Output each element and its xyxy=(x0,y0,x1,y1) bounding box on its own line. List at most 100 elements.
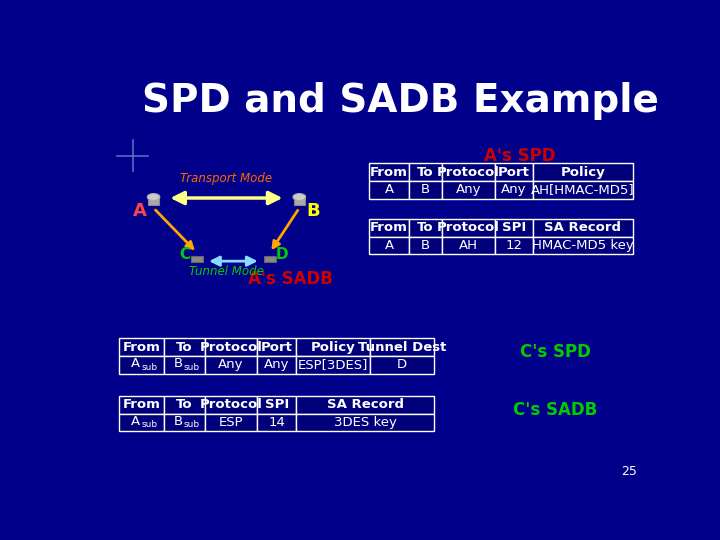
Bar xyxy=(258,414,296,431)
Text: Any: Any xyxy=(501,184,526,197)
Text: To: To xyxy=(418,221,434,234)
Text: From: From xyxy=(370,166,408,179)
Text: A's SADB: A's SADB xyxy=(248,270,333,288)
Text: A: A xyxy=(384,184,394,197)
Text: Any: Any xyxy=(218,358,244,371)
Text: From: From xyxy=(370,221,408,234)
Text: Protocol: Protocol xyxy=(437,166,500,179)
Bar xyxy=(191,256,203,262)
Bar xyxy=(369,237,409,254)
Text: D: D xyxy=(276,247,289,262)
Bar xyxy=(258,356,296,374)
Text: A: A xyxy=(131,415,140,428)
Bar xyxy=(294,195,305,205)
Text: C's SPD: C's SPD xyxy=(520,343,590,361)
Text: Port: Port xyxy=(261,341,293,354)
Text: 14: 14 xyxy=(269,416,285,429)
Bar xyxy=(164,338,204,356)
Text: From: From xyxy=(123,341,161,354)
Bar xyxy=(120,338,164,356)
Bar xyxy=(258,396,296,414)
Bar xyxy=(495,181,534,199)
Bar xyxy=(120,396,164,414)
Text: B: B xyxy=(421,184,430,197)
Text: Transport Mode: Transport Mode xyxy=(180,172,272,185)
Ellipse shape xyxy=(293,193,305,200)
Text: Protocol: Protocol xyxy=(437,221,500,234)
Text: A: A xyxy=(132,202,147,220)
Text: SA Record: SA Record xyxy=(544,221,621,234)
Bar xyxy=(534,237,632,254)
Text: Port: Port xyxy=(498,166,530,179)
Bar xyxy=(296,414,434,431)
Bar xyxy=(534,164,632,181)
Text: Policy: Policy xyxy=(310,341,356,354)
Text: sub: sub xyxy=(141,420,157,429)
Text: ESP: ESP xyxy=(219,416,243,429)
Bar xyxy=(120,356,164,374)
Text: C: C xyxy=(179,247,190,262)
Bar xyxy=(164,414,204,431)
Bar xyxy=(534,181,632,199)
Bar xyxy=(296,338,370,356)
Text: sub: sub xyxy=(141,362,157,372)
Bar xyxy=(495,237,534,254)
Text: sub: sub xyxy=(184,420,200,429)
Text: 12: 12 xyxy=(505,239,523,252)
Text: Protocol: Protocol xyxy=(199,399,263,411)
Ellipse shape xyxy=(148,193,160,200)
Text: 25: 25 xyxy=(621,465,636,478)
Bar xyxy=(204,396,258,414)
Text: SPI: SPI xyxy=(265,399,289,411)
Text: A: A xyxy=(131,357,140,370)
Text: To: To xyxy=(176,341,193,354)
Text: B: B xyxy=(307,202,320,220)
Text: sub: sub xyxy=(184,362,200,372)
Text: From: From xyxy=(123,399,161,411)
Bar xyxy=(409,181,442,199)
Bar xyxy=(409,237,442,254)
Bar xyxy=(370,356,434,374)
Bar xyxy=(495,164,534,181)
Bar xyxy=(495,219,534,237)
Bar xyxy=(442,164,495,181)
Text: SA Record: SA Record xyxy=(327,399,404,411)
Text: Protocol: Protocol xyxy=(199,341,263,354)
Text: 3DES key: 3DES key xyxy=(333,416,397,429)
Text: D: D xyxy=(397,358,407,371)
Text: Any: Any xyxy=(264,358,289,371)
Text: Any: Any xyxy=(456,184,481,197)
Bar xyxy=(369,219,409,237)
Text: Tunnel Dest: Tunnel Dest xyxy=(358,341,446,354)
Bar xyxy=(442,219,495,237)
Text: A: A xyxy=(384,239,394,252)
Bar xyxy=(204,356,258,374)
Text: SPI: SPI xyxy=(502,221,526,234)
Text: HMAC-MD5 key: HMAC-MD5 key xyxy=(532,239,634,252)
Bar xyxy=(204,338,258,356)
Bar xyxy=(370,338,434,356)
Bar xyxy=(264,256,276,262)
Bar xyxy=(369,164,409,181)
Bar xyxy=(258,338,296,356)
Text: ESP[3DES]: ESP[3DES] xyxy=(298,358,368,371)
Bar xyxy=(120,414,164,431)
Bar xyxy=(369,181,409,199)
Text: To: To xyxy=(176,399,193,411)
Bar xyxy=(204,414,258,431)
Bar xyxy=(148,195,159,205)
Bar xyxy=(442,181,495,199)
Bar xyxy=(409,164,442,181)
Bar xyxy=(296,396,434,414)
Text: B: B xyxy=(174,357,183,370)
Bar xyxy=(296,356,370,374)
Text: C's SADB: C's SADB xyxy=(513,401,597,418)
Text: To: To xyxy=(418,166,434,179)
Text: SPD and SADB Example: SPD and SADB Example xyxy=(142,82,658,120)
Text: B: B xyxy=(174,415,183,428)
Bar xyxy=(164,356,204,374)
Bar xyxy=(164,396,204,414)
Bar xyxy=(534,219,632,237)
Text: A's SPD: A's SPD xyxy=(484,147,555,165)
Bar xyxy=(442,237,495,254)
